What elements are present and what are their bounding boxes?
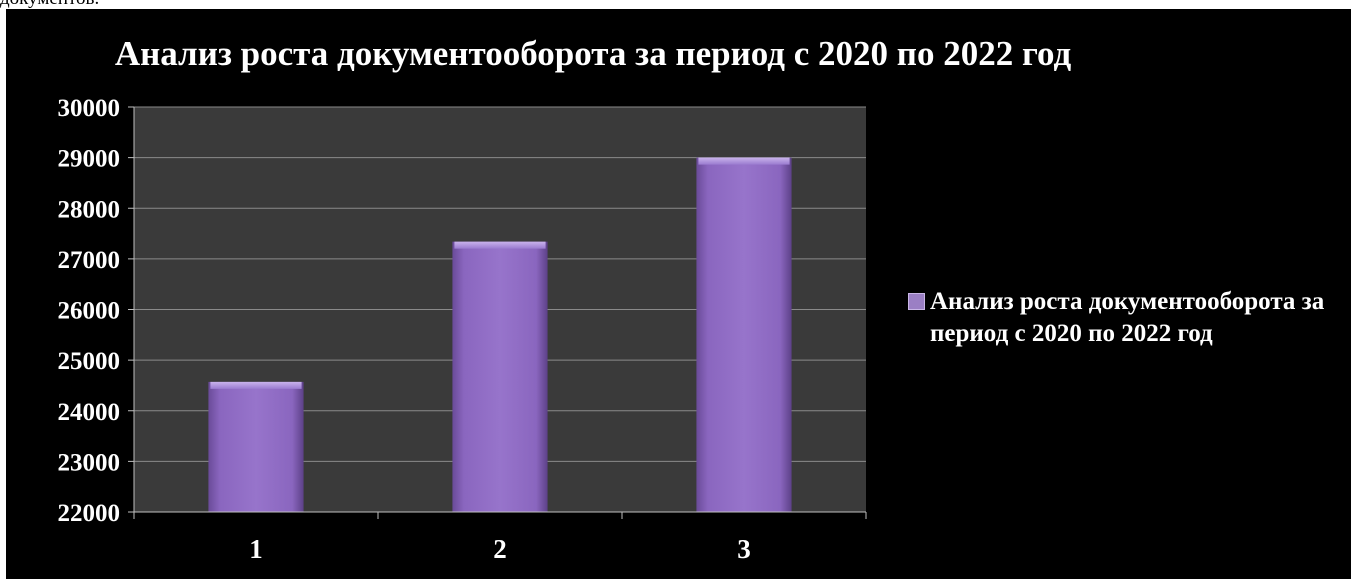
x-tick-label: 3 (737, 534, 751, 564)
y-tick-label: 25000 (58, 348, 121, 375)
bar (452, 241, 548, 512)
legend-label: Анализ роста документооборота за период … (930, 288, 1325, 347)
x-tick-label: 2 (493, 534, 507, 564)
bar-chart: Анализ роста документооборота за период … (58, 34, 1072, 564)
bar-cap (210, 381, 302, 389)
top-caption: документов. (0, 0, 99, 8)
y-tick-label: 27000 (58, 247, 121, 274)
chart-title: Анализ роста документооборота за период … (115, 34, 1072, 73)
bar-cap (698, 157, 790, 165)
y-tick-label: 22000 (58, 500, 121, 527)
bar (696, 157, 792, 512)
bar-body (452, 241, 548, 512)
x-tick-label: 1 (249, 534, 263, 564)
y-tick-label: 30000 (58, 95, 121, 122)
legend-swatch (908, 293, 925, 310)
y-tick-label: 29000 (58, 146, 121, 173)
y-tick-label: 28000 (58, 196, 121, 223)
bar (208, 381, 304, 512)
chart-frame: Анализ роста документооборота за период … (6, 9, 1351, 579)
y-tick-label: 26000 (58, 298, 121, 325)
bar-body (696, 157, 792, 512)
y-tick-label: 24000 (58, 399, 121, 426)
bar-body (208, 381, 304, 512)
bar-cap (454, 241, 546, 249)
y-tick-label: 23000 (58, 449, 121, 476)
